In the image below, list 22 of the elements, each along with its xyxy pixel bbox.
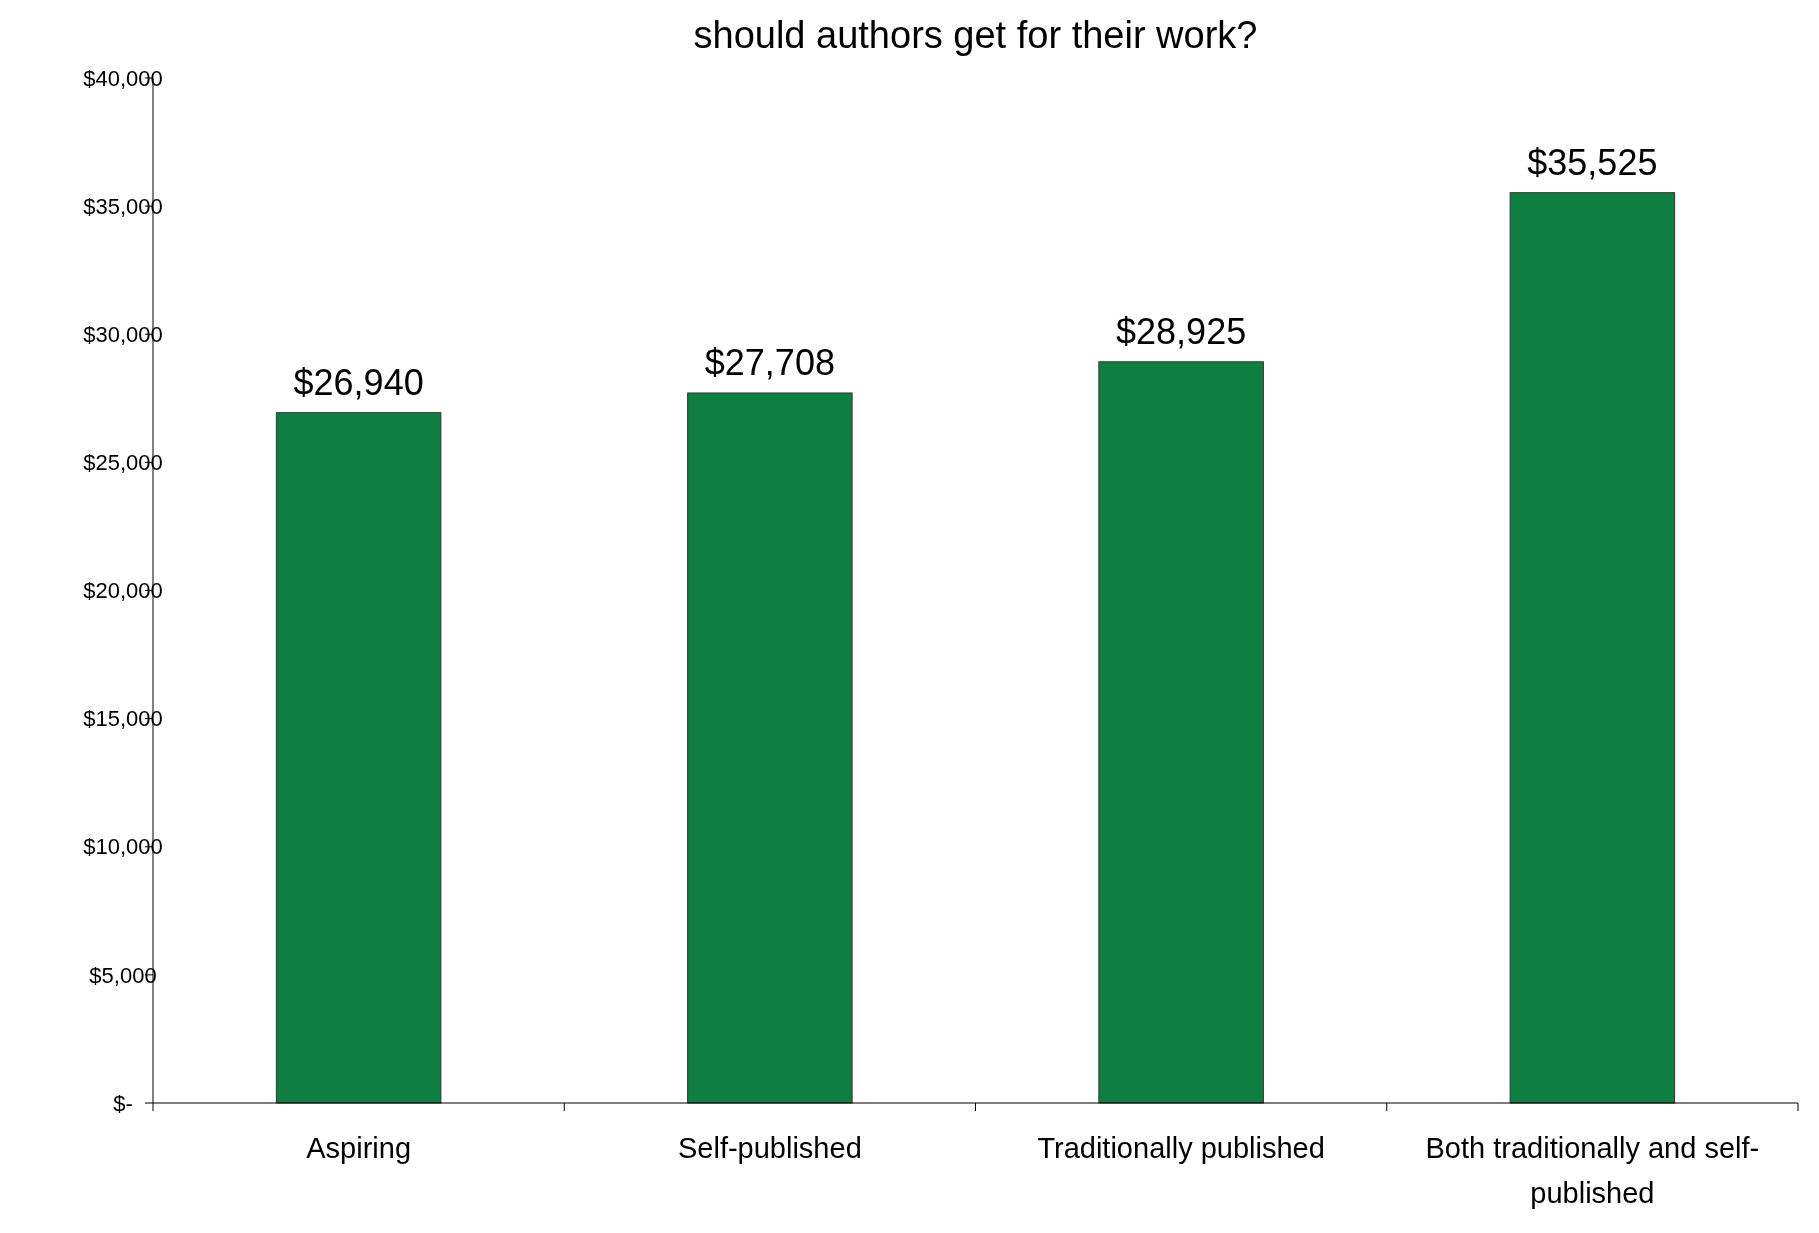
- y-tick-label: $10,000: [83, 834, 163, 860]
- y-tick-label: $35,000: [83, 193, 163, 219]
- data-label: $26,940: [293, 361, 424, 403]
- y-tick-label: $30,000: [83, 321, 163, 347]
- data-label: $27,708: [704, 341, 835, 383]
- y-tick-label: $15,000: [83, 706, 163, 732]
- bar: [275, 412, 442, 1104]
- y-tick-label: $-: [113, 1090, 133, 1116]
- y-tick-label: $40,000: [83, 65, 163, 91]
- bar: [687, 392, 853, 1104]
- bar: [1509, 192, 1676, 1104]
- y-tick-label: $5,000: [89, 962, 157, 988]
- bar: [1098, 361, 1264, 1104]
- x-tick-label: Both traditionally and self-published: [1425, 1132, 1760, 1209]
- y-tick-label: $25,000: [83, 450, 163, 476]
- chart-title: should authors get for their work?: [693, 14, 1258, 56]
- y-tick-label: $20,000: [83, 578, 163, 604]
- data-label: $35,525: [1527, 141, 1658, 183]
- x-tick-label: Self-published: [677, 1132, 862, 1164]
- data-label: $28,925: [1116, 310, 1247, 352]
- x-tick-label: Traditionally published: [1037, 1132, 1325, 1164]
- x-tick-label: Aspiring: [306, 1132, 412, 1164]
